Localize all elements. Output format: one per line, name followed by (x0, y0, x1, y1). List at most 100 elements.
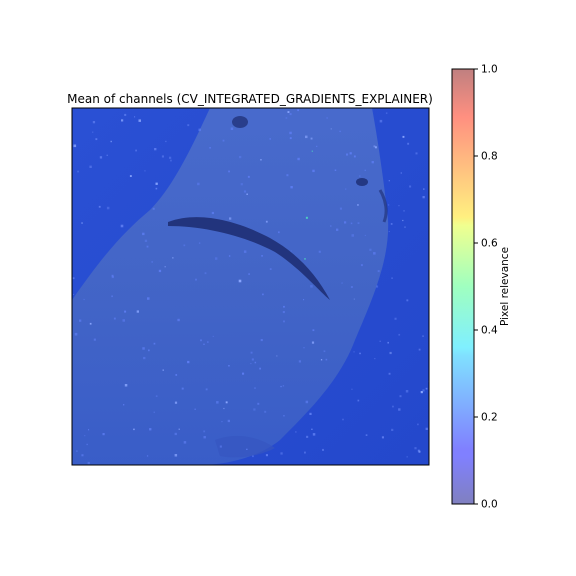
relevance-speckle (312, 329, 315, 332)
relevance-speckle (388, 204, 390, 206)
relevance-speckle (336, 228, 339, 231)
relevance-speckle (304, 451, 306, 454)
relevance-speckle (311, 150, 313, 152)
relevance-speckle (113, 317, 116, 320)
colorbar-tick-label: 0.8 (481, 151, 498, 163)
relevance-speckle (89, 165, 92, 168)
relevance-speckle (214, 257, 218, 260)
relevance-speckle (306, 435, 309, 438)
relevance-speckle (261, 255, 263, 257)
relevance-speckle (111, 275, 114, 279)
shark-gill-edge (378, 189, 388, 223)
relevance-speckle (305, 216, 308, 219)
relevance-speckle (106, 154, 108, 156)
relevance-speckle (409, 185, 412, 188)
relevance-speckle (74, 332, 78, 336)
relevance-speckle (326, 117, 328, 119)
relevance-speckle (388, 180, 390, 182)
relevance-speckle (374, 358, 376, 360)
relevance-speckle (183, 244, 186, 247)
relevance-speckle (312, 433, 316, 436)
relevance-speckle (280, 385, 282, 388)
relevance-speckle (124, 384, 128, 387)
relevance-speckle (420, 391, 423, 394)
relevance-speckle (385, 112, 388, 114)
chart-title: Mean of channels (CV_INTEGRATED_GRADIENT… (67, 92, 433, 106)
relevance-speckle (111, 295, 113, 298)
relevance-speckle (246, 193, 248, 195)
relevance-speckle (174, 401, 178, 404)
relevance-speckle (322, 448, 324, 451)
relevance-speckle (334, 169, 337, 171)
relevance-speckle (177, 318, 180, 322)
colorbar-tick-label: 0.4 (481, 325, 498, 337)
relevance-speckle (81, 454, 84, 457)
relevance-speckle (123, 404, 125, 406)
relevance-speckle (222, 139, 225, 142)
relevance-speckle (142, 347, 145, 350)
relevance-speckle (414, 447, 417, 450)
relevance-speckle (142, 232, 145, 236)
relevance-speckle (264, 410, 267, 413)
relevance-speckle (146, 245, 149, 248)
relevance-speckle (285, 117, 288, 119)
relevance-speckle (194, 408, 196, 410)
relevance-speckle (170, 159, 172, 162)
relevance-speckle (89, 322, 92, 325)
image-frame (71, 107, 430, 466)
relevance-speckle (146, 455, 149, 457)
colorbar-tick-label: 0.6 (481, 238, 498, 250)
relevance-speckle (99, 156, 103, 159)
relevance-speckle (425, 427, 428, 430)
relevance-speckle (148, 349, 150, 352)
relevance-speckles (72, 109, 429, 465)
relevance-speckle (155, 182, 158, 185)
relevance-speckle (72, 277, 75, 280)
relevance-speckle (187, 124, 190, 127)
relevance-speckle (388, 231, 390, 233)
relevance-speckle (283, 320, 285, 323)
relevance-speckle (374, 146, 377, 149)
shark-underside (215, 435, 275, 458)
relevance-speckle (391, 428, 394, 431)
relevance-speckle (149, 428, 152, 431)
relevance-speckle (84, 435, 86, 437)
relevance-speckle (200, 339, 202, 342)
relevance-speckle (400, 172, 402, 174)
colorbar-tick-label: 0.0 (481, 499, 498, 511)
relevance-speckle (392, 405, 394, 408)
relevance-speckle (223, 407, 225, 410)
relevance-speckle (259, 367, 261, 370)
relevance-speckle (282, 385, 285, 387)
relevance-speckle (187, 360, 190, 364)
relevance-speckle (138, 119, 141, 122)
relevance-speckle (154, 148, 157, 151)
relevance-speckle (379, 340, 381, 342)
relevance-speckle (265, 454, 268, 457)
relevance-speckle (174, 454, 178, 457)
relevance-speckle (407, 142, 410, 145)
relevance-speckle (169, 156, 172, 159)
relevance-speckle (305, 135, 308, 139)
relevance-speckle (357, 222, 360, 224)
relevance-speckle (136, 310, 139, 313)
relevance-speckle (92, 131, 94, 133)
relevance-speckle (247, 175, 250, 178)
relevance-speckle (330, 128, 332, 130)
relevance-speckle (359, 352, 361, 355)
relevance-speckle (323, 350, 326, 353)
relevance-speckle (143, 356, 146, 360)
relevance-speckle (248, 273, 250, 275)
relevance-speckle (230, 127, 234, 130)
relevance-speckle (404, 226, 406, 228)
relevance-speckle (153, 411, 155, 413)
relevance-speckle (305, 400, 309, 404)
relevance-speckle (195, 278, 197, 281)
relevance-speckle (390, 223, 393, 225)
relevance-speckle (303, 299, 305, 301)
relevance-speckle (388, 372, 391, 375)
relevance-speckle (330, 225, 332, 227)
relevance-speckle (120, 224, 124, 228)
relevance-speckle (207, 341, 209, 343)
relevance-speckle (376, 285, 379, 288)
